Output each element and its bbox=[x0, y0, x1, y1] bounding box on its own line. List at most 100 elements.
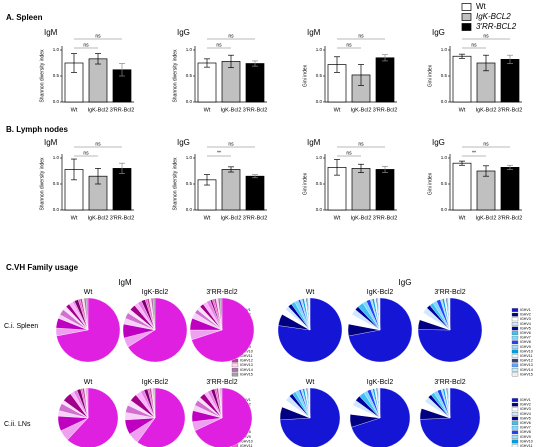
legend-swatch bbox=[511, 349, 519, 354]
legend-swatch bbox=[511, 407, 519, 412]
y-tick-label: 0.5 bbox=[53, 181, 60, 186]
pie-slice bbox=[448, 297, 451, 331]
legend-swatch bbox=[511, 425, 519, 430]
x-tick-label: 3'RR-Bcl2 bbox=[373, 107, 398, 113]
legend-swatch bbox=[511, 312, 519, 317]
x-tick-label: 3'RR-Bcl2 bbox=[243, 215, 268, 221]
legend-label: IGHV1 bbox=[520, 308, 531, 312]
x-tick-label: Wt bbox=[459, 215, 466, 221]
pie-slice bbox=[277, 297, 343, 363]
legend-label: IGHV4 bbox=[520, 322, 531, 326]
significance-label: ns bbox=[483, 33, 489, 39]
x-tick-label: IgK-Bcl2 bbox=[476, 107, 497, 113]
y-tick-label: 0.0 bbox=[316, 99, 323, 104]
significance-label: ns bbox=[95, 33, 101, 39]
legend-swatch bbox=[231, 372, 239, 377]
legend-label: IGHV14 bbox=[240, 368, 253, 372]
pie-title: 3'RR-Bcl2 bbox=[206, 379, 237, 386]
y-axis-label: Shannon diversity index bbox=[172, 49, 178, 103]
significance-label: ns bbox=[358, 33, 364, 39]
pie-header: IgM bbox=[118, 278, 132, 287]
legend-label: IGHV8 bbox=[520, 430, 531, 434]
pie-slice bbox=[191, 297, 255, 363]
legend-swatch bbox=[511, 322, 519, 326]
legend-label: IGHV10 bbox=[520, 439, 533, 443]
pie-slice bbox=[378, 387, 381, 419]
legend-swatch bbox=[511, 435, 519, 439]
legend-label: IGHV1 bbox=[520, 398, 531, 402]
legend-swatch bbox=[511, 340, 519, 345]
pie-title: 3'RR-Bcl2 bbox=[434, 289, 465, 296]
pie-slice bbox=[220, 387, 223, 419]
x-tick-label: 3'RR-Bcl2 bbox=[498, 215, 523, 221]
significance-label: ns bbox=[483, 141, 489, 147]
x-tick-label: Wt bbox=[204, 215, 211, 221]
chart-title: IgG bbox=[177, 138, 190, 147]
x-tick-label: Wt bbox=[204, 107, 211, 113]
row-label: C.i. Spleen bbox=[4, 323, 38, 330]
significance-label: ns bbox=[216, 42, 222, 48]
bar bbox=[245, 63, 265, 103]
legend-swatch bbox=[511, 421, 519, 425]
legend-label: IGHV10 bbox=[520, 349, 533, 353]
legend-swatch bbox=[511, 402, 519, 407]
x-tick-label: IgK-Bcl2 bbox=[351, 215, 372, 221]
x-tick-label: 3'RR-Bcl2 bbox=[110, 107, 135, 113]
legend-swatch bbox=[461, 3, 472, 11]
legend-swatch bbox=[511, 331, 519, 335]
legend-swatch bbox=[511, 444, 519, 447]
significance-label: ns bbox=[358, 141, 364, 147]
pie-slice bbox=[378, 297, 381, 331]
legend-label: IGHV2 bbox=[520, 403, 531, 407]
y-axis-label: Gini index bbox=[302, 64, 308, 87]
pie-slice bbox=[194, 387, 253, 447]
legend-label: IGHV10 bbox=[240, 439, 253, 443]
y-tick-label: 0.0 bbox=[316, 207, 323, 212]
x-tick-label: 3'RR-Bcl2 bbox=[243, 107, 268, 113]
legend-swatch bbox=[511, 317, 519, 322]
y-tick-label: 1.0 bbox=[53, 47, 60, 52]
legend-swatch bbox=[231, 368, 239, 372]
x-tick-label: 3'RR-Bcl2 bbox=[498, 107, 523, 113]
pie-title: Wt bbox=[306, 379, 315, 386]
pie-slice bbox=[152, 297, 156, 331]
legend-swatch bbox=[511, 354, 519, 358]
section-title: B. Lymph nodes bbox=[6, 125, 68, 134]
pie-slice bbox=[153, 387, 156, 419]
pie-slice bbox=[86, 387, 89, 419]
pie-slice bbox=[348, 297, 413, 363]
chart-title: IgM bbox=[307, 138, 321, 147]
y-tick-label: 0.5 bbox=[186, 73, 193, 78]
x-tick-label: IgK-Bcl2 bbox=[351, 107, 372, 113]
pie-title: IgK-Bcl2 bbox=[367, 379, 394, 386]
legend-label: IGHV11 bbox=[520, 354, 533, 358]
bar bbox=[452, 55, 472, 103]
legend-swatch bbox=[511, 412, 519, 416]
significance-label: ns bbox=[346, 42, 352, 48]
pie-slice bbox=[351, 387, 411, 447]
legend-label: IGHV14 bbox=[520, 368, 533, 372]
y-axis-label: Shannon diversity index bbox=[172, 157, 178, 211]
pie-title: Wt bbox=[306, 289, 315, 296]
bar bbox=[452, 162, 472, 211]
legend-label: IGHV13 bbox=[240, 363, 253, 367]
y-tick-label: 0.5 bbox=[441, 181, 448, 186]
pie-title: 3'RR-Bcl2 bbox=[206, 289, 237, 296]
y-tick-label: 0.5 bbox=[316, 181, 323, 186]
legend-label: IGHV5 bbox=[520, 326, 531, 330]
x-tick-label: Wt bbox=[459, 107, 466, 113]
legend-label: IgK-BCL2 bbox=[476, 12, 511, 21]
significance-label: ns bbox=[95, 141, 101, 147]
y-axis-label: Shannon diversity index bbox=[39, 157, 45, 211]
significance-label: ns bbox=[471, 42, 477, 48]
significance-label: ** bbox=[217, 150, 221, 156]
bar bbox=[197, 62, 217, 103]
bar bbox=[112, 168, 132, 211]
legend-swatch bbox=[231, 363, 239, 368]
legend-label: IGHV3 bbox=[520, 407, 531, 411]
x-tick-label: IgK-Bcl2 bbox=[88, 107, 109, 113]
y-tick-label: 0.5 bbox=[186, 181, 193, 186]
legend-swatch bbox=[511, 363, 519, 368]
legend-label: IGHV6 bbox=[520, 421, 531, 425]
